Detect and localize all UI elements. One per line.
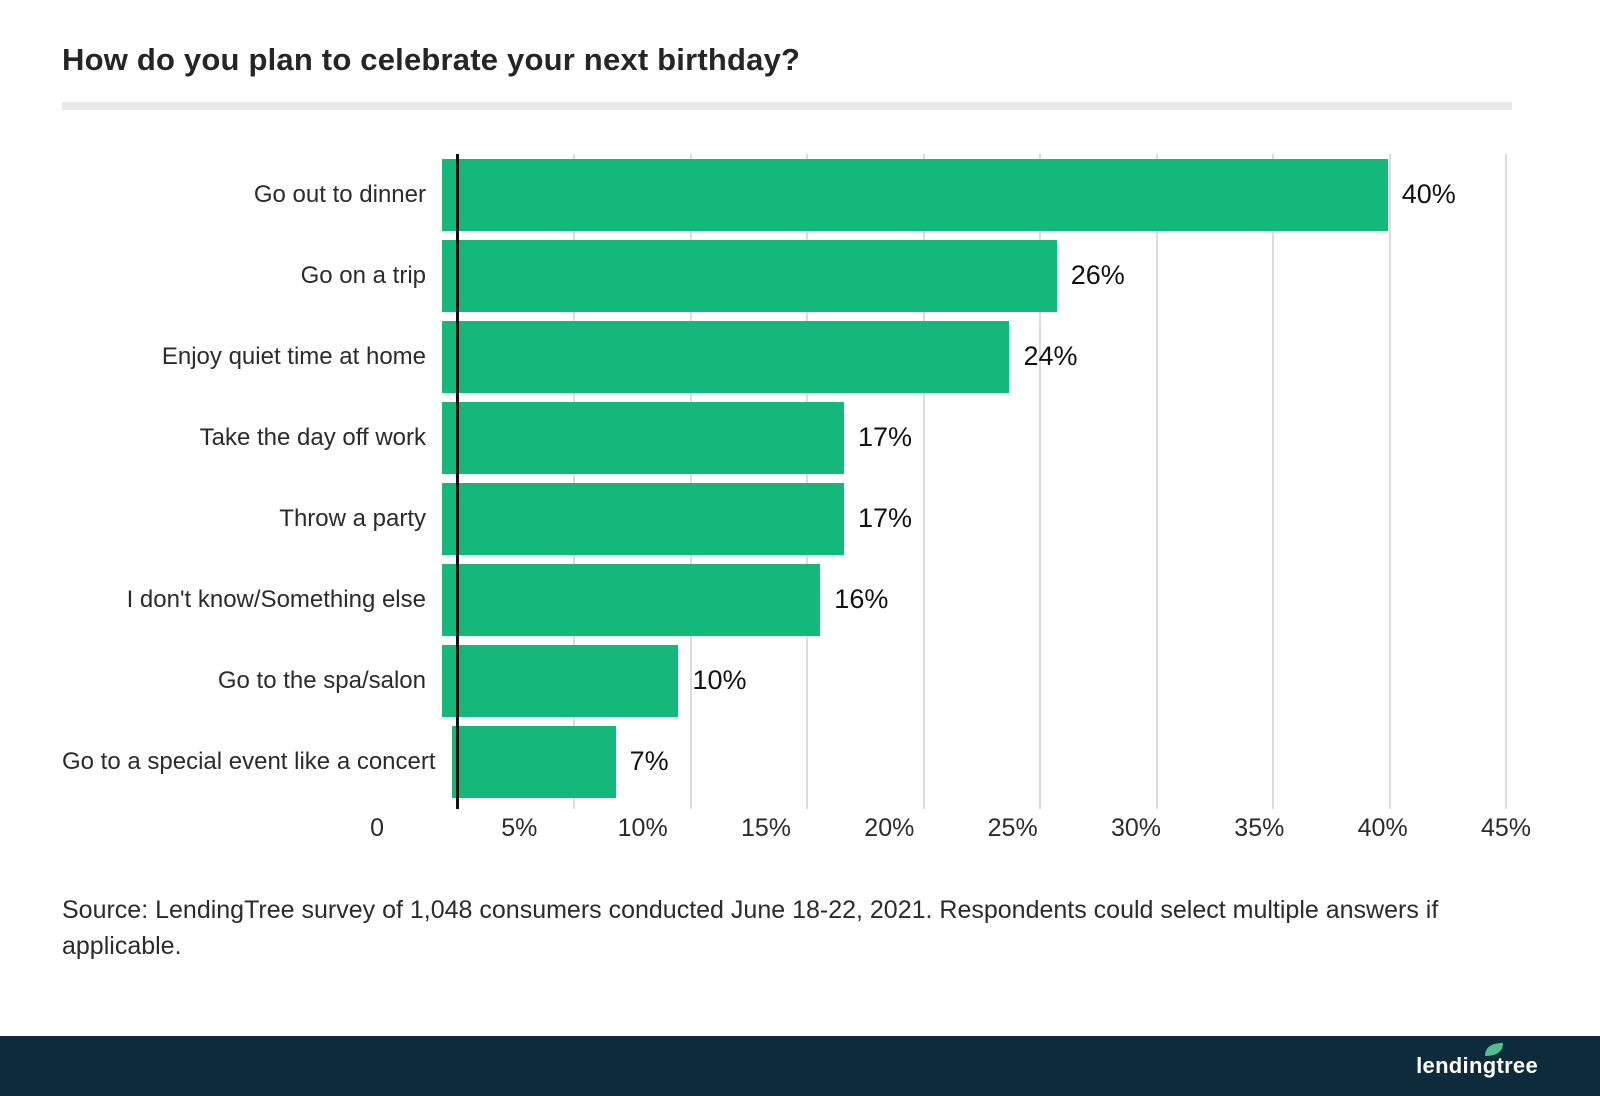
bar-row: Go to a special event like a concert 7% — [62, 721, 1506, 802]
x-tick-label: 35% — [1234, 814, 1285, 842]
bar — [442, 563, 821, 636]
x-tick-label: 40% — [1357, 814, 1408, 842]
bar-value-label: 10% — [692, 665, 747, 695]
bar-value-label: 24% — [1023, 341, 1078, 371]
bar-row: Take the day off work 17% — [62, 397, 1506, 478]
bar — [442, 644, 679, 717]
bar-chart: Go out to dinner 40% Go on a trip 26% Enjoy … — [0, 154, 1600, 866]
gridline — [689, 154, 692, 809]
category-label: Enjoy quiet time at home — [161, 342, 426, 370]
bar-rows: Go out to dinner 40% Go on a trip 26% Enjoy … — [62, 154, 1506, 802]
bar — [442, 320, 1010, 393]
bar-row: Go out to dinner 40% — [62, 154, 1506, 235]
bar-value-label: 16% — [834, 584, 889, 614]
chart-title: How do you plan to celebrate your next b… — [62, 42, 801, 77]
bar — [451, 725, 616, 798]
bar-value-label: 26% — [1070, 260, 1125, 290]
bar-track: 16% — [442, 563, 1506, 636]
x-tick-label: 0 — [370, 814, 384, 842]
bar-value-label: 17% — [857, 422, 912, 452]
bar-track: 17% — [442, 401, 1506, 474]
bar — [442, 239, 1057, 312]
gridline — [573, 154, 576, 809]
bar-track: 24% — [442, 320, 1506, 393]
bar-row: I don't know/Something else 16% — [62, 559, 1506, 640]
bar-track: 7% — [451, 725, 1506, 798]
gridline — [922, 154, 925, 809]
leaf-icon — [1485, 1043, 1504, 1056]
category-label: Go on a trip — [300, 261, 426, 289]
bar-track: 26% — [442, 239, 1506, 312]
y-axis-line — [456, 154, 459, 809]
category-label: I don't know/Something else — [126, 585, 426, 613]
category-label: Take the day off work — [199, 423, 426, 451]
title-divider — [62, 102, 1512, 110]
bar-row: Enjoy quiet time at home 24% — [62, 316, 1506, 397]
lendingtree-logo: lendingtree — [1416, 1043, 1538, 1079]
bar-row: Go to the spa/salon 10% — [62, 640, 1506, 721]
category-label: Go to the spa/salon — [217, 666, 426, 694]
bar-value-label: 7% — [629, 746, 669, 776]
x-tick-label: 5% — [501, 814, 538, 842]
x-axis-ticks: 0 5% 10% 15% 20% 25% 30% 35% 40% 45% — [370, 814, 1531, 858]
gridline — [1155, 154, 1158, 809]
gridline — [1039, 154, 1042, 809]
gridline — [1505, 154, 1507, 809]
bar-track: 17% — [442, 482, 1506, 555]
gridline — [806, 154, 809, 809]
bar-track: 10% — [442, 644, 1506, 717]
gridline — [1272, 154, 1275, 809]
bar-row: Go on a trip 26% — [62, 235, 1506, 316]
x-tick-label: 15% — [740, 814, 792, 842]
source-note: Source: LendingTree survey of 1,048 cons… — [62, 896, 1439, 961]
x-tick-label: 20% — [864, 814, 915, 842]
x-tick-label: 30% — [1110, 814, 1162, 842]
bar — [442, 158, 1388, 231]
logo-text: lendingtree — [1416, 1053, 1538, 1078]
footer-bar: lendingtree — [0, 1036, 1600, 1096]
bar-track: 40% — [442, 158, 1506, 231]
gridline — [1388, 154, 1391, 809]
gridlines — [458, 154, 1507, 809]
category-label: Go out to dinner — [253, 180, 426, 208]
bar — [442, 401, 844, 474]
bar — [442, 482, 844, 555]
category-label: Go to a special event like a concert — [62, 747, 436, 775]
bar-value-label: 40% — [1401, 179, 1456, 209]
x-tick-label: 45% — [1480, 814, 1532, 842]
category-label: Throw a party — [279, 504, 426, 532]
x-tick-label: 25% — [987, 814, 1038, 842]
bar-value-label: 17% — [857, 503, 912, 533]
x-tick-label: 10% — [617, 814, 668, 842]
bar-row: Throw a party 17% — [62, 478, 1506, 559]
